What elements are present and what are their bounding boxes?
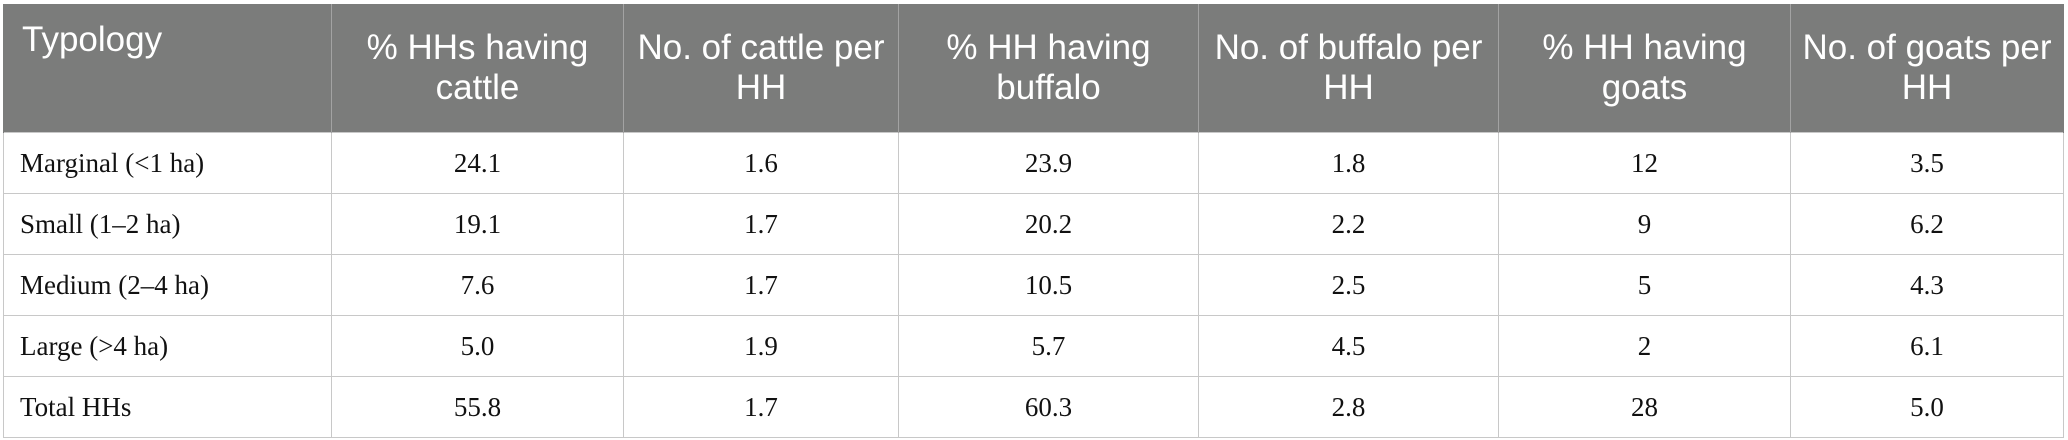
table-cell: 2.8 bbox=[1198, 376, 1499, 438]
table-cell: 5.7 bbox=[898, 315, 1199, 377]
table-cell: 24.1 bbox=[331, 132, 624, 194]
table-cell: 10.5 bbox=[898, 254, 1199, 316]
table-cell: 60.3 bbox=[898, 376, 1199, 438]
table-cell: 4.5 bbox=[1198, 315, 1499, 377]
table-cell: 1.7 bbox=[623, 254, 899, 316]
table-cell: 3.5 bbox=[1790, 132, 2064, 194]
table-cell: 12 bbox=[1498, 132, 1791, 194]
header-pct-buffalo: % HH having buffalo bbox=[898, 4, 1199, 133]
table-cell: 2 bbox=[1498, 315, 1791, 377]
header-pct-cattle: % HHs having cattle bbox=[331, 4, 624, 133]
row-label: Large (>4 ha) bbox=[3, 315, 332, 377]
row-label: Small (1–2 ha) bbox=[3, 193, 332, 255]
table-cell: 5.0 bbox=[1790, 376, 2064, 438]
table-cell: 2.2 bbox=[1198, 193, 1499, 255]
header-cattle-per-hh: No. of cattle per HH bbox=[623, 4, 899, 133]
table-row: Large (>4 ha) 5.0 1.9 5.7 4.5 2 6.1 bbox=[3, 315, 2064, 377]
table-cell: 1.6 bbox=[623, 132, 899, 194]
table-cell: 6.2 bbox=[1790, 193, 2064, 255]
table-cell: 20.2 bbox=[898, 193, 1199, 255]
table-header: Typology % HHs having cattle No. of catt… bbox=[3, 4, 2064, 133]
table-cell: 1.7 bbox=[623, 376, 899, 438]
table-body: Marginal (<1 ha) 24.1 1.6 23.9 1.8 12 3.… bbox=[3, 132, 2064, 438]
row-label: Total HHs bbox=[3, 376, 332, 438]
table-cell: 5.0 bbox=[331, 315, 624, 377]
header-buffalo-per-hh: No. of buffalo per HH bbox=[1198, 4, 1499, 133]
table-cell: 1.9 bbox=[623, 315, 899, 377]
table-cell: 55.8 bbox=[331, 376, 624, 438]
header-typology: Typology bbox=[3, 4, 332, 133]
data-table-container: Typology % HHs having cattle No. of catt… bbox=[3, 4, 2064, 438]
table-row: Small (1–2 ha) 19.1 1.7 20.2 2.2 9 6.2 bbox=[3, 193, 2064, 255]
table-row: Medium (2–4 ha) 7.6 1.7 10.5 2.5 5 4.3 bbox=[3, 254, 2064, 316]
header-row: Typology % HHs having cattle No. of catt… bbox=[3, 4, 2064, 133]
table-cell: 2.5 bbox=[1198, 254, 1499, 316]
row-label: Marginal (<1 ha) bbox=[3, 132, 332, 194]
table-cell: 4.3 bbox=[1790, 254, 2064, 316]
table-cell: 23.9 bbox=[898, 132, 1199, 194]
row-label: Medium (2–4 ha) bbox=[3, 254, 332, 316]
table-cell: 9 bbox=[1498, 193, 1791, 255]
table-cell: 1.7 bbox=[623, 193, 899, 255]
table-cell: 7.6 bbox=[331, 254, 624, 316]
table-cell: 19.1 bbox=[331, 193, 624, 255]
table-cell: 1.8 bbox=[1198, 132, 1499, 194]
table-row: Marginal (<1 ha) 24.1 1.6 23.9 1.8 12 3.… bbox=[3, 132, 2064, 194]
table-cell: 28 bbox=[1498, 376, 1791, 438]
table-cell: 6.1 bbox=[1790, 315, 2064, 377]
table-cell: 5 bbox=[1498, 254, 1791, 316]
table-row: Total HHs 55.8 1.7 60.3 2.8 28 5.0 bbox=[3, 376, 2064, 438]
header-goats-per-hh: No. of goats per HH bbox=[1790, 4, 2064, 133]
header-pct-goats: % HH having goats bbox=[1498, 4, 1791, 133]
livestock-table: Typology % HHs having cattle No. of catt… bbox=[3, 4, 2064, 438]
